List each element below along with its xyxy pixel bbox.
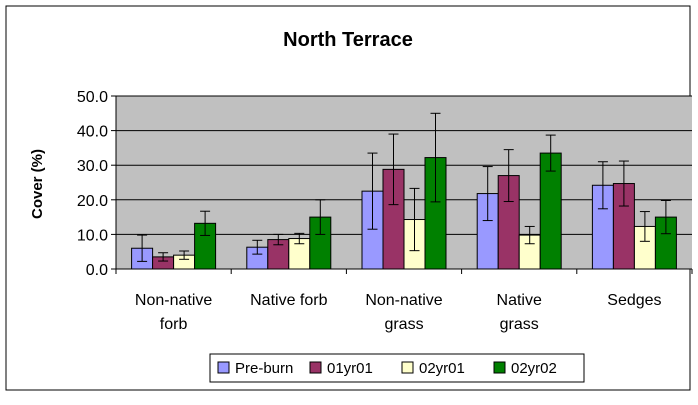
y-tick-label: 20.0 bbox=[77, 193, 108, 210]
x-tick-label: Native bbox=[497, 292, 542, 309]
y-tick-label: 30.0 bbox=[77, 158, 108, 175]
plot-area: 0.0 10.0 20.0 30.0 40.0 50.0 Non-native forb Nat… bbox=[77, 89, 693, 333]
legend-swatch-0 bbox=[217, 361, 230, 374]
chart-title: North Terrace bbox=[283, 29, 413, 51]
x-tick-label: Native forb bbox=[250, 292, 327, 309]
legend-box bbox=[209, 353, 585, 383]
legend-label: 01yr01 bbox=[327, 360, 373, 377]
x-tick-label: Non-native bbox=[135, 292, 212, 309]
y-tick-label: 10.0 bbox=[77, 227, 108, 244]
legend-swatch-1 bbox=[309, 361, 322, 374]
x-tick-label: grass bbox=[500, 316, 539, 333]
y-tick-label: 40.0 bbox=[77, 124, 108, 141]
y-tick-label: 50.0 bbox=[77, 89, 108, 106]
x-tick-label: forb bbox=[160, 316, 188, 333]
y-tick-label: 0.0 bbox=[86, 262, 108, 279]
legend: Pre-burn 01yr01 02yr01 02yr02 bbox=[209, 353, 585, 383]
x-tick-label: Non-native bbox=[365, 292, 442, 309]
x-tick-label: grass bbox=[384, 316, 423, 333]
y-axis-label: Cover (%) bbox=[29, 149, 46, 219]
legend-label: Pre-burn bbox=[235, 360, 293, 377]
legend-label: 02yr01 bbox=[419, 360, 465, 377]
legend-swatch-2 bbox=[401, 361, 414, 374]
x-tick-label: Sedges bbox=[607, 292, 661, 309]
legend-label: 02yr02 bbox=[511, 360, 557, 377]
legend-swatch-3 bbox=[493, 361, 506, 374]
